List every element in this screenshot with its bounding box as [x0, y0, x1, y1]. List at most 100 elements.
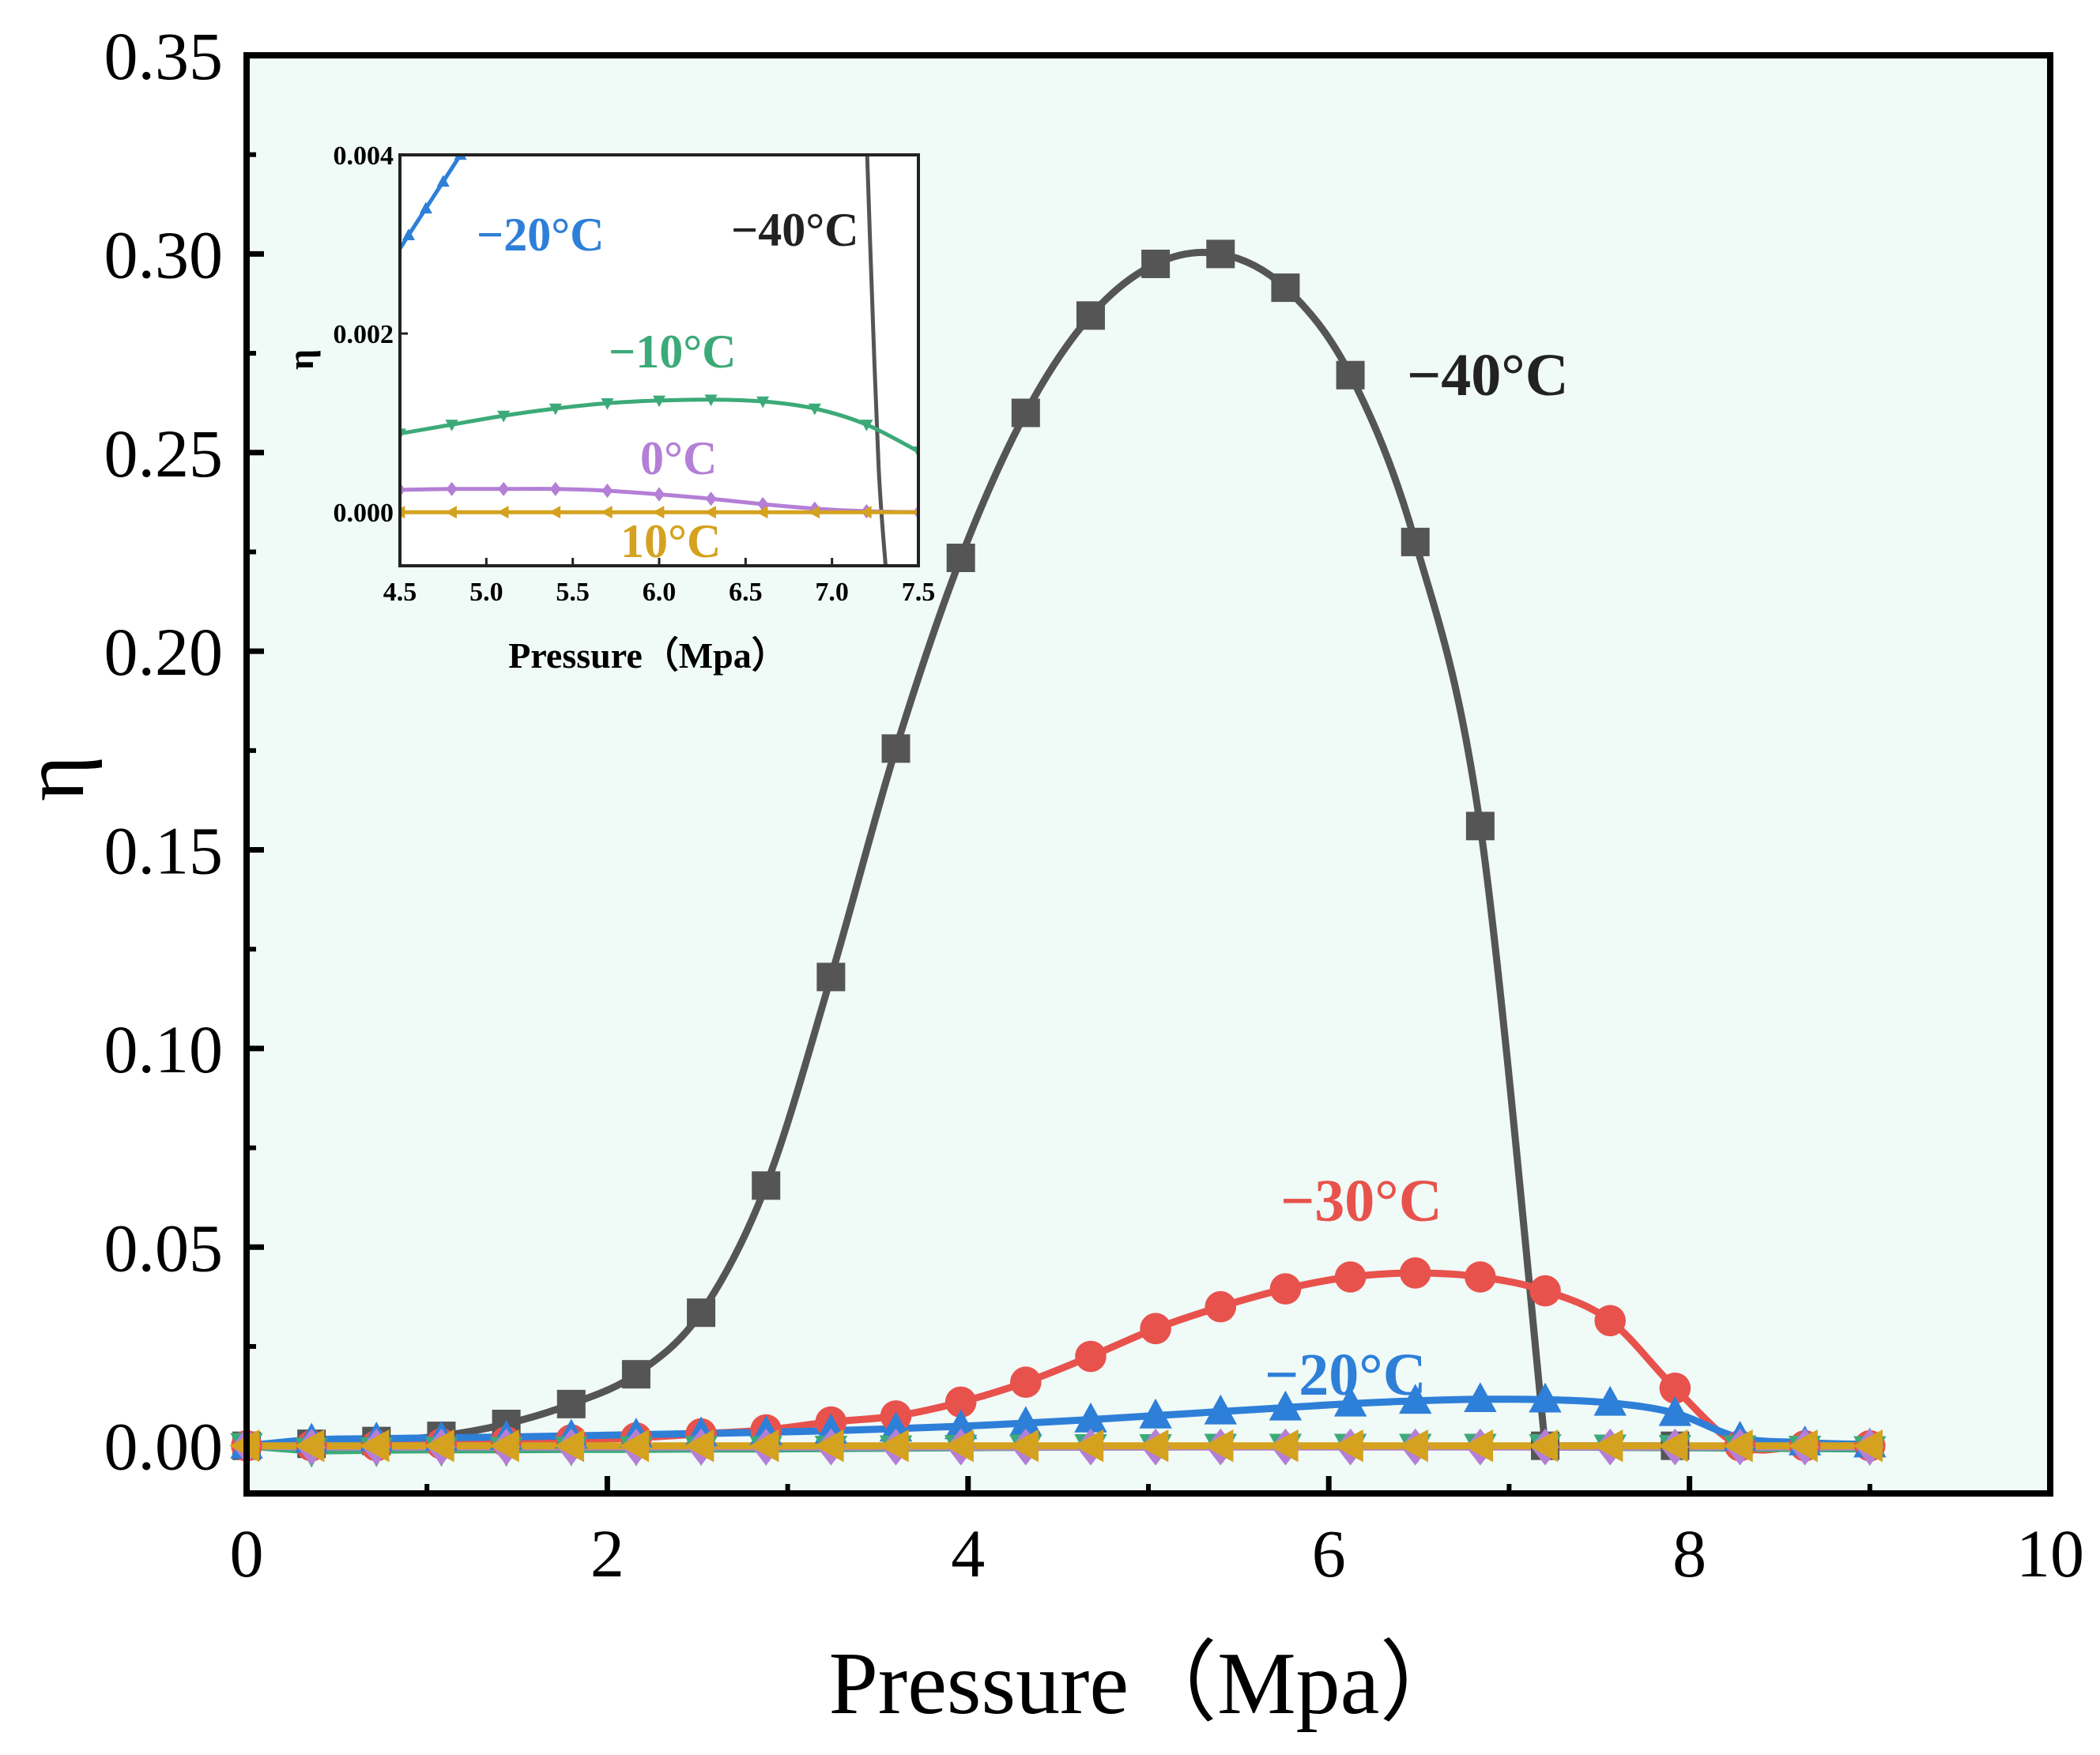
annotation-minus30: −30°C — [1280, 1168, 1442, 1234]
y-tick-label: 0.10 — [104, 1011, 224, 1087]
data-point — [1269, 1273, 1302, 1305]
main-plot-frame — [243, 52, 2053, 1497]
data-point — [1399, 1257, 1431, 1289]
data-point — [816, 962, 846, 992]
data-point — [1593, 1385, 1627, 1416]
inset-y-tick-label: 0.004 — [334, 141, 394, 171]
inset-y-tick-label: 0.000 — [334, 499, 394, 528]
x-axis-title: Pressure（Mpa） — [829, 1635, 1468, 1733]
inset-annotation-minus10: −10°C — [609, 326, 737, 378]
data-point — [881, 734, 911, 763]
data-point — [1073, 1429, 1104, 1463]
data-point — [1138, 1429, 1169, 1463]
inset-data-point — [756, 396, 770, 409]
data-point — [944, 1386, 977, 1418]
data-point — [1463, 1429, 1494, 1463]
data-point — [1529, 1382, 1562, 1413]
series-markers-5 — [229, 1429, 1883, 1463]
inset-x-tick-label: 6.0 — [643, 578, 677, 607]
inset-data-point — [445, 506, 457, 519]
data-point — [1268, 1429, 1299, 1463]
data-point — [1076, 301, 1105, 330]
inset-data-point — [860, 420, 873, 431]
data-point — [294, 1429, 325, 1463]
inset-data-point — [419, 201, 432, 214]
x-tick-label: 8 — [1672, 1516, 1706, 1591]
data-point — [1401, 527, 1430, 556]
data-point — [946, 543, 975, 572]
x-tick-label: 2 — [590, 1516, 624, 1591]
x-tick-label: 4 — [951, 1516, 985, 1591]
inset-data-point — [705, 491, 717, 507]
data-point — [489, 1429, 519, 1463]
y-tick-label: 0.05 — [104, 1210, 224, 1286]
inset-data-point — [911, 508, 918, 516]
inset-data-point — [549, 403, 562, 416]
inset-data-point — [436, 175, 450, 187]
data-point — [1658, 1395, 1691, 1426]
data-point — [1205, 1290, 1237, 1323]
data-point — [424, 1429, 454, 1463]
inset-x-axis-title: Pressure（Mpa） — [508, 635, 788, 676]
inset-data-point — [549, 481, 561, 496]
data-point — [1204, 1394, 1237, 1425]
inset-data-point — [445, 420, 458, 431]
inset-data-point — [756, 506, 768, 519]
data-point — [878, 1429, 909, 1463]
inset-data-point — [549, 506, 561, 519]
data-point — [1464, 1382, 1497, 1412]
data-point — [1333, 1429, 1363, 1463]
y-tick-label: 0.25 — [104, 416, 224, 491]
inset-data-point — [497, 410, 511, 423]
annotation-minus40: −40°C — [1407, 342, 1569, 409]
data-point — [1075, 1340, 1107, 1373]
data-point — [1336, 360, 1365, 390]
data-point — [1333, 1386, 1367, 1417]
data-point — [1141, 249, 1171, 278]
data-point — [687, 1298, 716, 1328]
inset-x-tick-label: 5.5 — [556, 578, 590, 607]
data-point — [554, 1429, 584, 1463]
inset-annotation-0: 0°C — [640, 432, 717, 484]
inset-annotation-minus20: −20°C — [477, 209, 605, 261]
data-point — [1203, 1429, 1234, 1463]
data-point — [359, 1429, 390, 1463]
inset-x-tick-label: 6.5 — [729, 578, 763, 607]
data-point — [1334, 1261, 1367, 1293]
data-point — [556, 1389, 586, 1418]
data-point — [1788, 1429, 1818, 1463]
main-plot-area — [229, 239, 1887, 1468]
inset-data-point — [808, 403, 821, 416]
inset-x-tick-label: 5.0 — [469, 578, 503, 607]
x-tick-label: 10 — [2016, 1516, 2084, 1591]
data-point — [1594, 1305, 1626, 1337]
data-point — [1593, 1429, 1623, 1463]
inset-axes-ticks: 4.5 5.0 5.5 6.0 6.5 7.0 7.5 0.000 0.002 0.004 — [334, 141, 936, 607]
inset-x-tick-label: 7.0 — [815, 578, 849, 607]
data-point — [1399, 1384, 1432, 1414]
inset-data-point — [402, 228, 415, 240]
inset-data-point — [498, 481, 510, 496]
data-point — [684, 1429, 714, 1463]
data-point — [752, 1171, 781, 1200]
data-point — [1009, 1406, 1042, 1437]
data-point — [1271, 273, 1300, 303]
data-point — [1140, 1312, 1171, 1345]
inset-series-1 — [400, 155, 467, 253]
annotation-minus20: −20°C — [1265, 1342, 1427, 1408]
data-point — [944, 1429, 974, 1463]
y-tick-label: 0.30 — [104, 217, 224, 292]
inset-x-tick-label: 7.5 — [902, 578, 936, 607]
inset-data-point — [601, 506, 613, 519]
data-point — [1465, 812, 1495, 841]
data-point — [1722, 1429, 1753, 1463]
data-point — [1657, 1429, 1688, 1463]
inset-y-axis-title: η — [281, 349, 321, 370]
data-point — [1398, 1429, 1428, 1463]
inset-y-tick-label: 0.002 — [334, 320, 394, 349]
inset-data-point — [601, 398, 614, 410]
y-tick-label: 0.35 — [104, 18, 224, 94]
inset-data-point — [446, 481, 458, 496]
inset-x-tick-label: 4.5 — [383, 578, 417, 607]
